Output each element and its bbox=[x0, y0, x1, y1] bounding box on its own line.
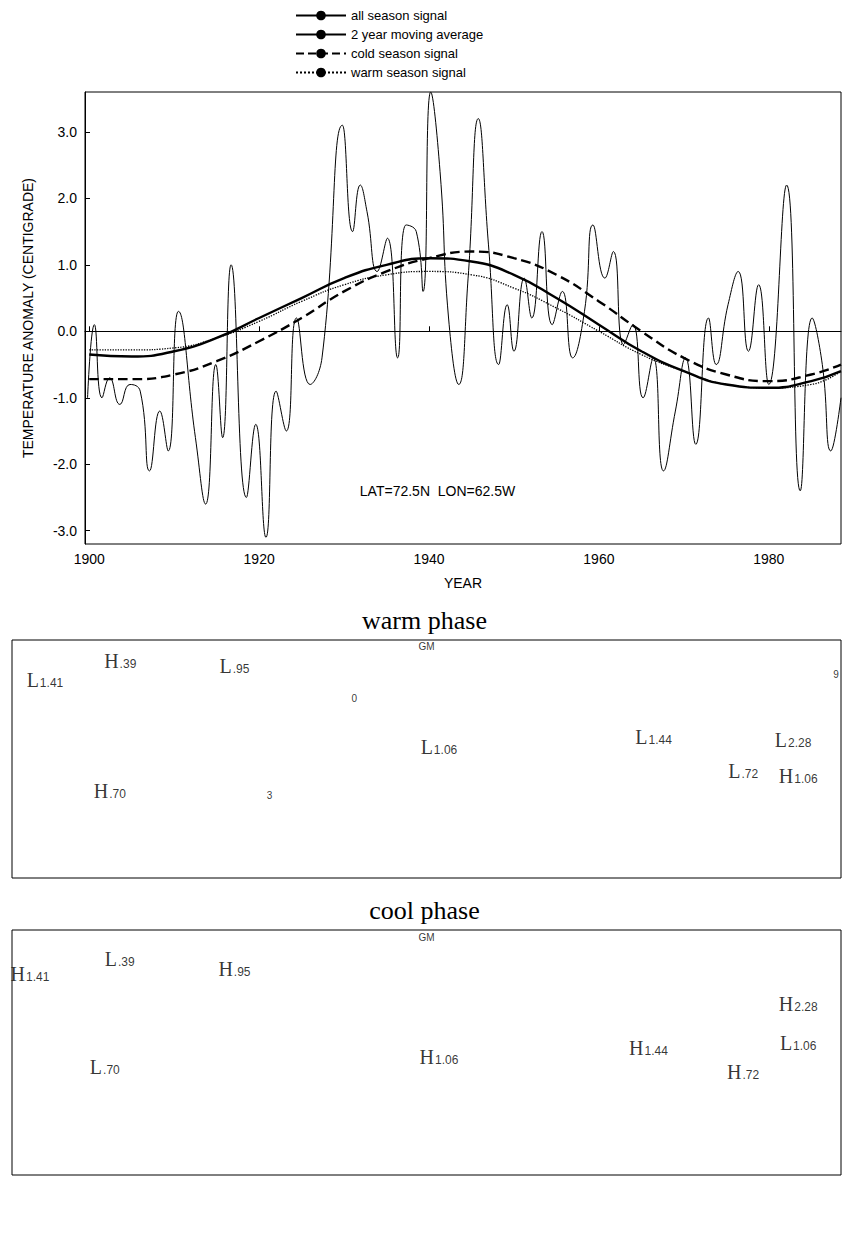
svg-text:warm season signal: warm season signal bbox=[350, 65, 466, 80]
svg-text:L: L bbox=[219, 655, 231, 677]
svg-text:.95: .95 bbox=[233, 662, 250, 676]
svg-text:L: L bbox=[27, 669, 39, 691]
svg-text:1.06: 1.06 bbox=[794, 772, 818, 786]
svg-text:3: 3 bbox=[267, 790, 273, 801]
svg-text:1.06: 1.06 bbox=[793, 1039, 817, 1053]
svg-text:H: H bbox=[420, 1046, 434, 1068]
svg-text:L: L bbox=[105, 948, 117, 970]
svg-text:.70: .70 bbox=[103, 1063, 120, 1077]
svg-text:H: H bbox=[629, 1037, 643, 1059]
svg-text:.39: .39 bbox=[118, 955, 135, 969]
svg-text:1980: 1980 bbox=[753, 551, 784, 567]
svg-text:0: 0 bbox=[351, 693, 357, 704]
svg-text:3.0: 3.0 bbox=[58, 124, 78, 140]
svg-text:2.28: 2.28 bbox=[794, 1000, 818, 1014]
svg-text:H: H bbox=[727, 1061, 741, 1083]
svg-text:.70: .70 bbox=[109, 787, 126, 801]
svg-text:-3.0: -3.0 bbox=[53, 523, 77, 539]
svg-text:H: H bbox=[94, 780, 108, 802]
svg-text:1.44: 1.44 bbox=[648, 733, 672, 747]
svg-text:1920: 1920 bbox=[244, 551, 275, 567]
svg-text:H: H bbox=[218, 958, 232, 980]
svg-text:L: L bbox=[90, 1056, 102, 1078]
svg-text:cool phase: cool phase bbox=[369, 896, 479, 925]
svg-text:2 year moving average: 2 year moving average bbox=[351, 27, 483, 42]
svg-text:TEMPERATURE ANOMALY (CENTIGRAD: TEMPERATURE ANOMALY (CENTIGRADE) bbox=[20, 178, 36, 458]
svg-text:1.41: 1.41 bbox=[40, 676, 64, 690]
svg-text:0.0: 0.0 bbox=[58, 323, 78, 339]
svg-text:H: H bbox=[779, 993, 793, 1015]
svg-text:-2.0: -2.0 bbox=[53, 456, 77, 472]
svg-text:1900: 1900 bbox=[74, 551, 105, 567]
svg-text:GM: GM bbox=[418, 932, 434, 943]
svg-text:L: L bbox=[635, 726, 647, 748]
svg-text:GM: GM bbox=[418, 641, 434, 652]
svg-text:2.0: 2.0 bbox=[58, 190, 78, 206]
svg-text:YEAR: YEAR bbox=[444, 575, 482, 591]
svg-text:.39: .39 bbox=[120, 657, 137, 671]
svg-text:H: H bbox=[104, 650, 118, 672]
svg-text:1.41: 1.41 bbox=[26, 970, 50, 984]
svg-text:9: 9 bbox=[833, 669, 839, 680]
svg-text:1940: 1940 bbox=[413, 551, 444, 567]
svg-text:L: L bbox=[780, 1032, 792, 1054]
svg-text:L: L bbox=[421, 736, 433, 758]
svg-text:.72: .72 bbox=[743, 1068, 760, 1082]
svg-text:.95: .95 bbox=[234, 965, 251, 979]
svg-text:all season signal: all season signal bbox=[351, 8, 447, 23]
svg-text:1.06: 1.06 bbox=[435, 1053, 459, 1067]
svg-text:L: L bbox=[775, 729, 787, 751]
svg-text:1960: 1960 bbox=[583, 551, 614, 567]
svg-text:1.06: 1.06 bbox=[434, 743, 458, 757]
svg-text:warm phase: warm phase bbox=[362, 606, 487, 635]
svg-text:L: L bbox=[728, 760, 740, 782]
svg-text:H: H bbox=[11, 963, 25, 985]
svg-text:1.44: 1.44 bbox=[645, 1044, 669, 1058]
svg-text:2.28: 2.28 bbox=[788, 736, 812, 750]
svg-text:.72: .72 bbox=[741, 767, 758, 781]
svg-text:H: H bbox=[779, 765, 793, 787]
svg-text:-1.0: -1.0 bbox=[53, 390, 77, 406]
svg-text:1.0: 1.0 bbox=[58, 257, 78, 273]
svg-text:LAT=72.5N LON=62.5W: LAT=72.5N LON=62.5W bbox=[360, 483, 516, 499]
svg-text:cold season signal: cold season signal bbox=[351, 46, 458, 61]
